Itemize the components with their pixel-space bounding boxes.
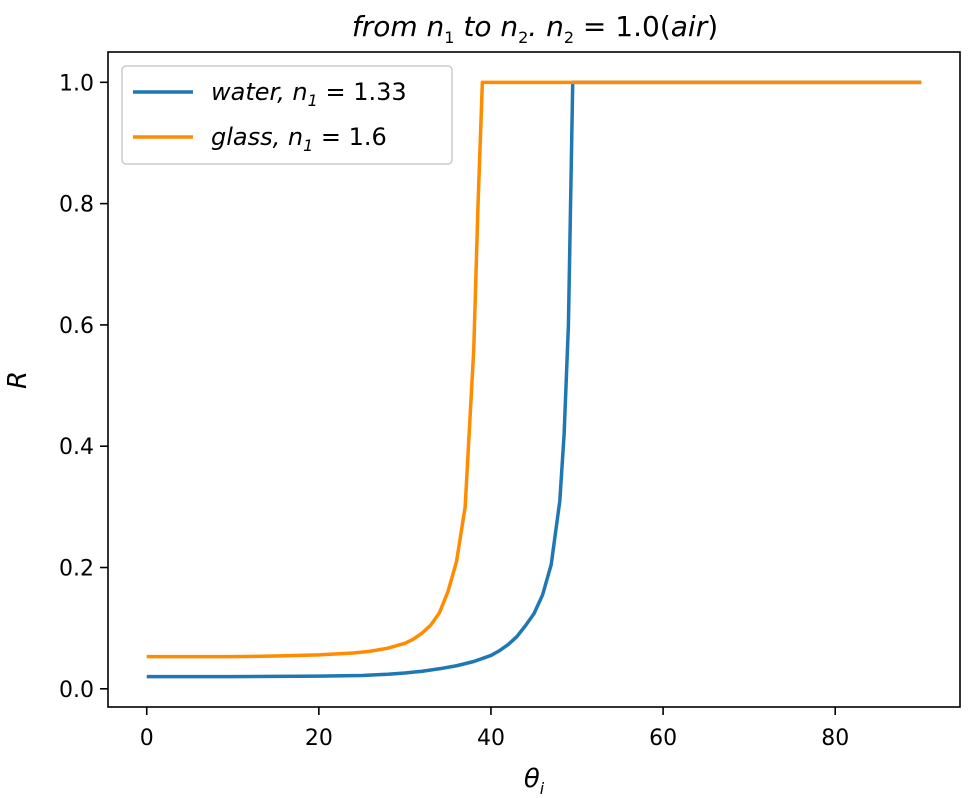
y-tick-label: 0.2	[59, 557, 94, 582]
legend-box	[121, 65, 453, 165]
x-axis-label: θi	[524, 764, 545, 798]
y-tick-label: 0.4	[59, 435, 94, 460]
series-line-1	[146, 80, 922, 659]
series-line-0	[146, 80, 922, 679]
x-tick-label: 40	[477, 726, 505, 751]
legend: water, n1 = 1.33 glass, n1 = 1.6	[121, 65, 453, 165]
y-tick-label: 1.0	[59, 71, 94, 96]
plot-frame	[107, 51, 961, 708]
y-axis-ticks: 0.0 0.2 0.4 0.6 0.8 1.0	[59, 71, 108, 703]
y-tick-label: 0.8	[59, 193, 94, 218]
y-axis-label: R	[3, 371, 33, 389]
legend-label-glass: glass, n1 = 1.6	[211, 123, 387, 155]
x-axis-ticks: 0 20 40 60 80	[140, 707, 849, 751]
x-tick-label: 20	[305, 726, 333, 751]
legend-label-water: water, n1 = 1.33	[211, 78, 407, 110]
y-tick-label: 0.0	[59, 678, 94, 703]
x-tick-label: 0	[140, 726, 154, 751]
x-tick-label: 80	[821, 726, 849, 751]
chart-title: from n1 to n2. n2 = 1.0(air)	[352, 10, 718, 47]
y-tick-label: 0.6	[59, 314, 94, 339]
x-tick-label: 60	[649, 726, 677, 751]
series-layer	[146, 80, 922, 679]
